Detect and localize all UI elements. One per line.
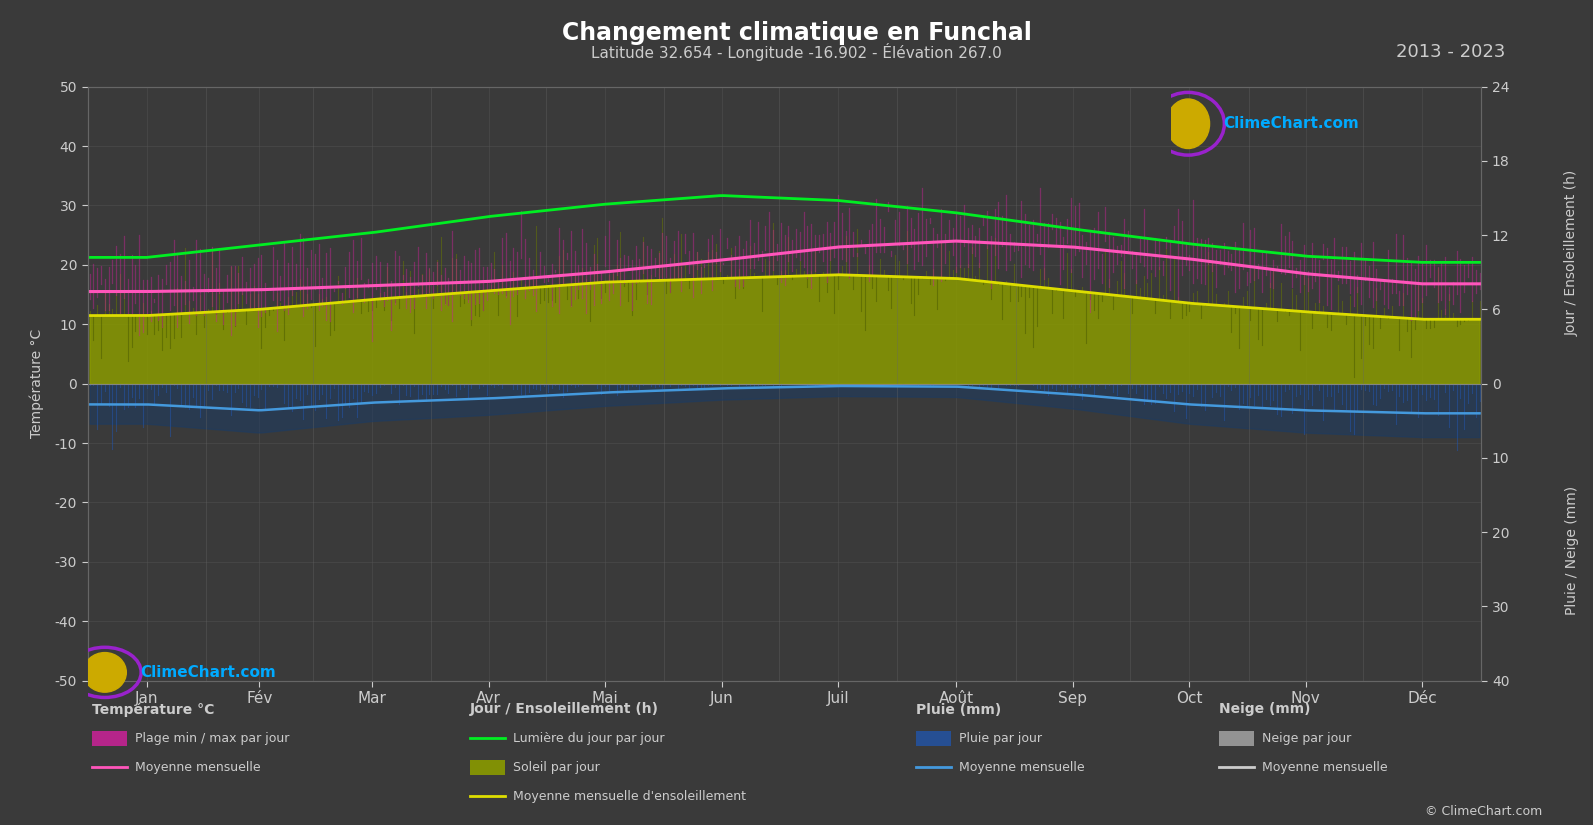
Ellipse shape [1166, 99, 1209, 148]
Text: Jour / Ensoleillement (h): Jour / Ensoleillement (h) [470, 703, 660, 716]
Text: Plage min / max par jour: Plage min / max par jour [135, 732, 290, 745]
Text: ClimeChart.com: ClimeChart.com [140, 665, 276, 680]
Text: Moyenne mensuelle: Moyenne mensuelle [135, 761, 261, 774]
Text: Latitude 32.654 - Longitude -16.902 - Élévation 267.0: Latitude 32.654 - Longitude -16.902 - Él… [591, 43, 1002, 61]
Y-axis label: Température °C: Température °C [29, 329, 43, 438]
Text: Pluie (mm): Pluie (mm) [916, 703, 1002, 716]
Text: Jour / Ensoleillement (h): Jour / Ensoleillement (h) [1564, 170, 1579, 336]
Text: © ClimeChart.com: © ClimeChart.com [1424, 805, 1542, 818]
Text: Neige par jour: Neige par jour [1262, 732, 1351, 745]
Text: Moyenne mensuelle d'ensoleillement: Moyenne mensuelle d'ensoleillement [513, 790, 746, 803]
Text: Neige (mm): Neige (mm) [1219, 703, 1309, 716]
Text: Soleil par jour: Soleil par jour [513, 761, 599, 774]
Ellipse shape [83, 653, 126, 692]
Text: Changement climatique en Funchal: Changement climatique en Funchal [562, 21, 1031, 45]
Text: Pluie par jour: Pluie par jour [959, 732, 1042, 745]
Text: Moyenne mensuelle: Moyenne mensuelle [959, 761, 1085, 774]
Text: 2013 - 2023: 2013 - 2023 [1395, 43, 1505, 61]
Text: Pluie / Neige (mm): Pluie / Neige (mm) [1564, 485, 1579, 615]
Text: ClimeChart.com: ClimeChart.com [1223, 116, 1359, 131]
Text: Température °C: Température °C [92, 702, 215, 717]
Text: Lumière du jour par jour: Lumière du jour par jour [513, 732, 664, 745]
Text: Moyenne mensuelle: Moyenne mensuelle [1262, 761, 1388, 774]
